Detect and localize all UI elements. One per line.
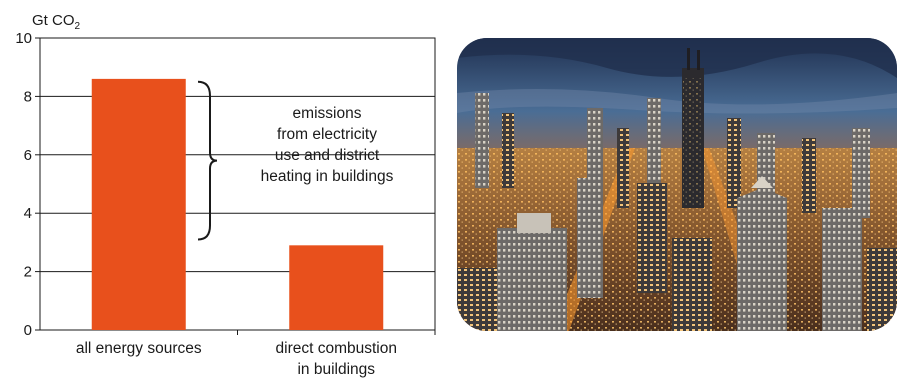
- y-tick-label: 6: [24, 147, 32, 164]
- city-skyline-photo: [457, 38, 897, 331]
- y-tick-label: 4: [24, 205, 32, 222]
- city-skyline-image: [457, 38, 897, 331]
- y-tick-label: 0: [24, 322, 32, 339]
- y-axis-label: Gt CO2: [32, 12, 81, 32]
- annotation-line-2: from electricity: [277, 126, 377, 143]
- annotation-brace: [197, 80, 218, 241]
- bar: [289, 245, 384, 330]
- annotation-line-1: emissions: [292, 105, 362, 122]
- y-tick-label: 10: [15, 30, 32, 47]
- annotation-line-3: use and district: [274, 147, 380, 164]
- annotation-line-4: heating in buildings: [260, 168, 394, 185]
- x-tick-label: all energy sources: [76, 340, 202, 357]
- y-tick-label: 8: [24, 88, 32, 105]
- bar: [91, 78, 186, 330]
- y-tick-label: 2: [24, 264, 32, 281]
- x-tick-label: direct combustion in buildings: [276, 340, 397, 378]
